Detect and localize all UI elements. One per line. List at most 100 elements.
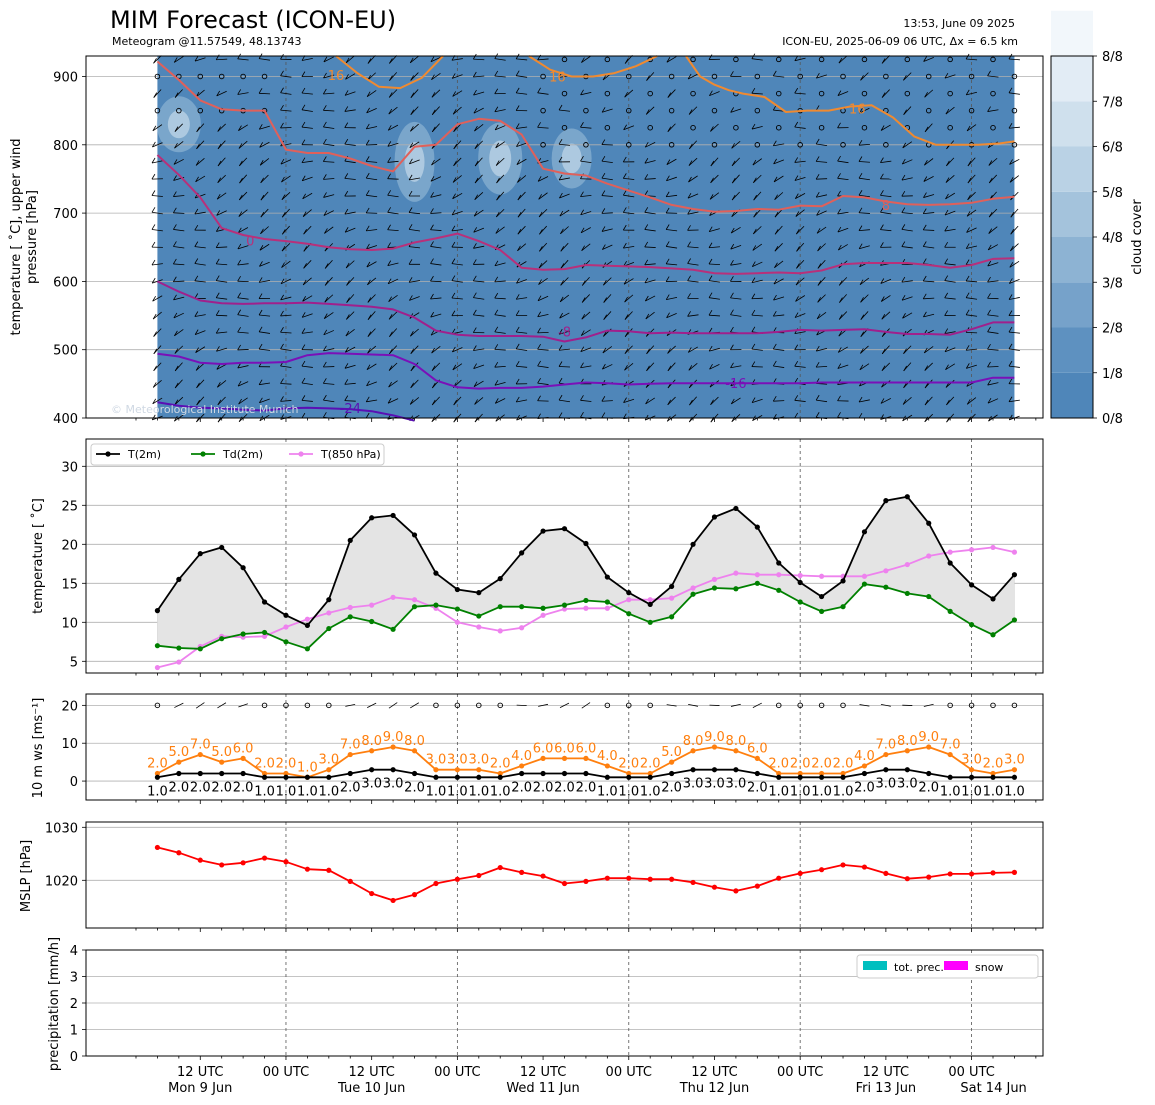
wind-barb-flag bbox=[495, 142, 500, 149]
series-point bbox=[647, 770, 653, 777]
wind-barb bbox=[152, 311, 162, 320]
wind-barb bbox=[238, 209, 248, 217]
y-tick-label: 25 bbox=[61, 499, 78, 514]
wind-barb bbox=[710, 174, 719, 184]
series-point bbox=[540, 605, 546, 611]
wind-barb bbox=[580, 91, 592, 96]
wind-barb-flag bbox=[344, 190, 349, 197]
wind-barb bbox=[494, 314, 506, 317]
wind-barb-flag bbox=[173, 312, 178, 319]
wind-barb-flag bbox=[259, 160, 264, 166]
wind-barb-flag bbox=[1008, 326, 1013, 333]
series-point bbox=[733, 767, 739, 773]
wind-barb bbox=[281, 260, 291, 268]
wind-barb-flag bbox=[365, 207, 370, 214]
data-label: 8.0 bbox=[404, 734, 425, 749]
wind-barb-flag bbox=[216, 346, 220, 352]
series-point bbox=[604, 605, 610, 611]
wind-barb-flag bbox=[944, 310, 948, 316]
wind-barb-flag bbox=[623, 397, 627, 403]
wind-barb-flag bbox=[773, 176, 778, 183]
wind-barb-flag bbox=[494, 106, 499, 112]
wind-barb-flag bbox=[537, 176, 542, 182]
wind-barb bbox=[794, 331, 806, 334]
colorbar-tick-label: 5/8 bbox=[1102, 186, 1123, 201]
series-point bbox=[176, 850, 182, 856]
wind-barb-flag bbox=[237, 243, 242, 250]
wind-barb bbox=[323, 92, 335, 95]
wind-barb-flag bbox=[174, 142, 178, 149]
wind-barb-flag bbox=[473, 381, 478, 387]
wind-barb bbox=[195, 362, 205, 371]
wind-barb bbox=[667, 123, 676, 132]
wind-barb-flag bbox=[601, 155, 606, 162]
wind-barb-flag bbox=[301, 312, 306, 318]
wind-barb bbox=[280, 400, 292, 402]
wind-barb bbox=[1009, 175, 1020, 183]
wind-barb-flag bbox=[687, 311, 691, 317]
wind-barb bbox=[817, 243, 826, 252]
wind-barb-flag bbox=[280, 104, 284, 111]
wind-barb bbox=[795, 295, 806, 302]
wind-barb bbox=[431, 89, 441, 98]
wind-barb-flag bbox=[258, 379, 263, 385]
isotherm-label: 16 bbox=[849, 103, 866, 118]
series-point bbox=[690, 585, 696, 591]
wind-barb-flag bbox=[280, 122, 284, 129]
data-label: 4.0 bbox=[511, 749, 532, 764]
data-label: 1.0 bbox=[811, 784, 832, 799]
wind-barb bbox=[323, 399, 335, 403]
wind-barb-flag bbox=[196, 126, 200, 133]
y-axis-label-line: precipitation [mm/h] bbox=[47, 937, 62, 1071]
wind-barb-flag bbox=[408, 224, 413, 230]
wind-barb-flag bbox=[215, 275, 220, 281]
wind-barb bbox=[174, 702, 184, 708]
wind-barb-flag bbox=[922, 293, 927, 300]
wind-barb-flag bbox=[1008, 414, 1013, 421]
wind-barb-flag bbox=[945, 108, 950, 115]
wind-barb-flag bbox=[473, 210, 478, 217]
wind-barb-flag bbox=[537, 360, 541, 367]
wind-barb-flag bbox=[603, 314, 608, 320]
y-tick-label: 0 bbox=[70, 775, 78, 790]
wind-barb-flag bbox=[280, 87, 284, 93]
wind-barb bbox=[902, 141, 913, 149]
wind-barb-flag bbox=[965, 345, 970, 351]
series-point bbox=[347, 604, 353, 611]
wind-barb-flag bbox=[794, 55, 799, 61]
series-point bbox=[411, 748, 418, 754]
wind-barb bbox=[559, 330, 570, 335]
colorbar-tick-label: 6/8 bbox=[1102, 141, 1123, 156]
wind-barb-flag bbox=[388, 108, 393, 115]
wind-barb-flag bbox=[302, 296, 306, 302]
wind-barb bbox=[430, 212, 442, 214]
wind-barb-flag bbox=[431, 382, 436, 389]
wind-barb-flag bbox=[365, 139, 370, 146]
calm-wind-circle bbox=[776, 124, 782, 131]
wind-barb bbox=[409, 159, 420, 165]
wind-barb-flag bbox=[581, 297, 586, 303]
wind-barb bbox=[367, 294, 376, 303]
wind-barb-flag bbox=[260, 228, 264, 235]
wind-barb-flag bbox=[430, 224, 434, 230]
isotherm-label: -16 bbox=[725, 377, 746, 392]
wind-barb bbox=[324, 312, 334, 319]
wind-barb-flag bbox=[646, 348, 650, 355]
wind-barb-flag bbox=[323, 138, 327, 145]
wind-barb-flag bbox=[474, 177, 479, 184]
wind-barb-flag bbox=[238, 211, 243, 217]
calm-wind-circle bbox=[176, 107, 182, 114]
wind-barb-flag bbox=[772, 343, 777, 350]
wind-barb-flag bbox=[174, 330, 178, 337]
wind-barb-flag bbox=[344, 412, 349, 418]
wind-barb bbox=[153, 55, 162, 64]
wind-barb bbox=[602, 364, 613, 370]
wind-barb-flag bbox=[237, 227, 242, 234]
wind-barb bbox=[644, 246, 656, 248]
y-axis-label: MSLP [hPa] bbox=[19, 840, 34, 912]
data-label: 2.0 bbox=[168, 781, 189, 796]
data-label: 2.0 bbox=[768, 757, 789, 772]
wind-barb-flag bbox=[174, 126, 179, 132]
wind-barb bbox=[753, 226, 762, 235]
wind-barb-flag bbox=[217, 177, 222, 183]
